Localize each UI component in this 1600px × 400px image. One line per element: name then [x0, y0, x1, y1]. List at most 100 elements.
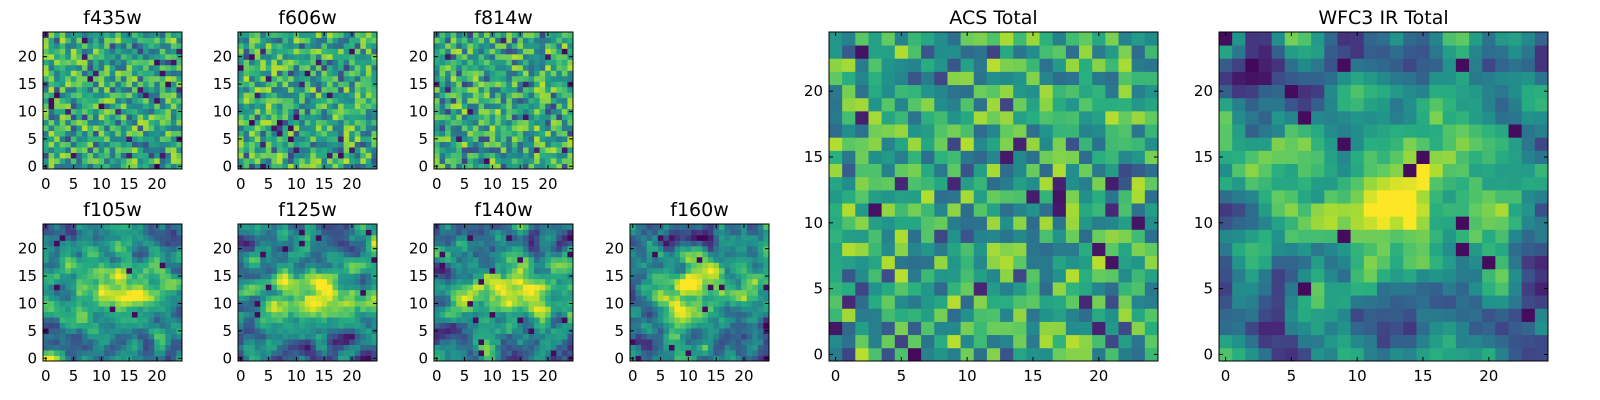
heatmap-cell [288, 119, 294, 126]
heatmap-cell [315, 158, 322, 164]
heatmap-cell [439, 224, 446, 230]
heatmap-cell [59, 42, 66, 49]
heatmap-cell [484, 163, 490, 170]
heatmap-cell [260, 141, 267, 148]
heatmap-cell [702, 295, 709, 302]
heatmap-cell [921, 282, 935, 296]
heatmap-cell [534, 42, 541, 49]
heatmap-cell [1131, 229, 1146, 243]
heatmap-cell [276, 311, 283, 318]
heatmap-cell [293, 344, 300, 351]
heatmap-cell [98, 234, 105, 241]
heatmap-cell [120, 37, 127, 44]
heatmap-cell [539, 130, 546, 137]
heatmap-cell [338, 86, 345, 93]
heatmap-cell [76, 163, 83, 170]
heatmap-cell [746, 234, 753, 241]
heatmap-cell [467, 262, 474, 269]
heatmap-cell [115, 344, 122, 351]
heatmap-cell [54, 251, 61, 258]
heatmap-cell [148, 147, 155, 153]
heatmap-cell [752, 256, 759, 263]
heatmap-cell [65, 317, 72, 324]
heatmap-cell [354, 53, 361, 60]
heatmap-cell [115, 136, 122, 142]
heatmap-cell [98, 114, 105, 121]
heatmap-cell [293, 234, 300, 241]
heatmap-cell [120, 317, 127, 324]
heatmap-cell [93, 328, 99, 334]
heatmap-cell [271, 355, 278, 362]
heatmap-cell [70, 158, 77, 164]
heatmap-cell [59, 322, 66, 329]
heatmap-cell [484, 328, 490, 334]
heatmap-cell [48, 284, 55, 291]
heatmap-cell [365, 339, 372, 345]
heatmap-cell [855, 203, 869, 217]
heatmap-cell [960, 229, 975, 243]
heatmap-cell [170, 53, 177, 60]
heatmap-cell [668, 251, 675, 258]
heatmap-cell [511, 245, 518, 252]
heatmap-cell [652, 355, 659, 362]
heatmap-cell [495, 64, 502, 71]
heatmap-cell [534, 245, 541, 252]
heatmap-cell [500, 97, 507, 104]
heatmap-cell [176, 141, 183, 148]
heatmap-cell [522, 344, 529, 351]
heatmap-cell [265, 81, 272, 88]
heatmap-cell [467, 32, 474, 38]
heatmap-cell [545, 152, 552, 159]
heatmap-cell [299, 262, 306, 269]
heatmap-cell [646, 245, 653, 252]
heatmap-cell [561, 355, 568, 362]
heatmap-cell [260, 344, 267, 351]
heatmap-cell [271, 147, 278, 153]
y-tick-label: 0 [614, 349, 624, 367]
heatmap-cell [148, 344, 155, 351]
heatmap-cell [98, 92, 105, 99]
heatmap-cell [696, 295, 703, 302]
heatmap-cell [310, 64, 317, 71]
heatmap-cell [561, 322, 568, 329]
heatmap-cell [54, 70, 61, 77]
heatmap-cell [304, 114, 311, 121]
heatmap-cell [338, 344, 345, 351]
heatmap-cell [434, 86, 440, 93]
heatmap-cell [1000, 321, 1014, 336]
heatmap-cell [126, 48, 133, 55]
heatmap-cell [434, 306, 440, 313]
heatmap-cell [489, 229, 496, 236]
heatmap-cell [143, 289, 150, 296]
heatmap-cell [276, 48, 283, 55]
heatmap-cell [115, 32, 122, 38]
heatmap-cell [522, 317, 529, 324]
heatmap-cell [489, 158, 496, 164]
heatmap-cell [707, 245, 714, 252]
heatmap-cell [707, 284, 714, 291]
heatmap-cell [65, 75, 72, 82]
heatmap-cell [299, 141, 306, 148]
heatmap-cell [467, 284, 474, 291]
heatmap-cell [293, 311, 300, 318]
heatmap-cell [332, 300, 339, 307]
heatmap-cell [243, 136, 250, 142]
heatmap-cell [445, 278, 452, 285]
heatmap-cell [947, 203, 961, 217]
heatmap-cell [321, 141, 328, 148]
heatmap-cell [137, 141, 144, 148]
heatmap-cell [663, 278, 670, 285]
heatmap-cell [310, 81, 317, 88]
heatmap-cell [310, 339, 317, 345]
heatmap-cell [137, 267, 144, 274]
heatmap-cell [243, 311, 250, 318]
heatmap-cell [657, 273, 664, 280]
heatmap-cell [663, 240, 670, 247]
heatmap-cell [260, 136, 267, 142]
heatmap-cell [484, 103, 490, 110]
heatmap-cell [70, 311, 77, 318]
heatmap-cell [763, 333, 770, 340]
heatmap-cell [343, 147, 350, 153]
heatmap-cell [109, 295, 116, 302]
heatmap-cell [87, 234, 94, 241]
